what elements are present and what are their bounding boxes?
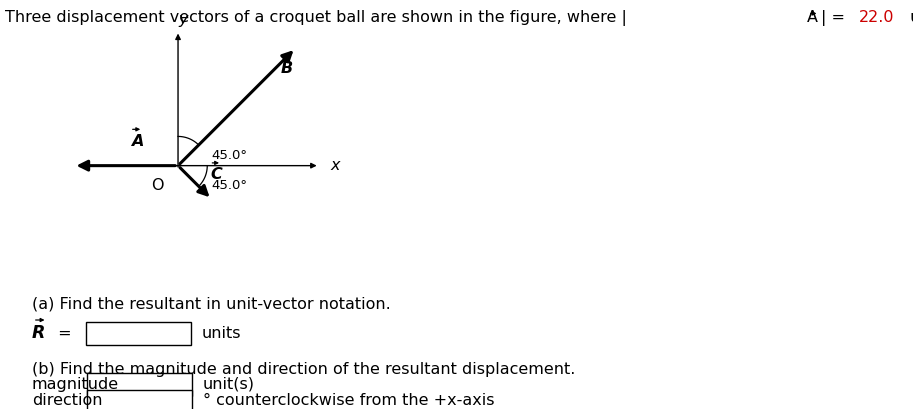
Bar (87, 389, 192, 409)
Text: magnitude: magnitude (32, 377, 119, 392)
Text: 45.0°: 45.0° (212, 179, 247, 192)
Text: units: units (202, 326, 241, 341)
Text: | =: | = (821, 10, 850, 26)
Text: A: A (131, 134, 143, 148)
Text: Three displacement vectors of a croquet ball are shown in the figure, where |: Three displacement vectors of a croquet … (5, 10, 626, 26)
Text: A: A (807, 10, 818, 25)
Text: direction: direction (32, 393, 102, 408)
Text: =: = (53, 326, 71, 341)
Text: y: y (179, 11, 188, 27)
Text: (a) Find the resultant in unit-vector notation.: (a) Find the resultant in unit-vector no… (32, 297, 391, 312)
Bar (86, 322, 191, 344)
Text: R: R (32, 324, 46, 342)
Text: C: C (210, 167, 222, 182)
Text: O: O (151, 178, 163, 193)
Text: 22.0: 22.0 (859, 10, 894, 25)
Text: B: B (280, 61, 292, 76)
Text: (b) Find the magnitude and direction of the resultant displacement.: (b) Find the magnitude and direction of … (32, 362, 575, 377)
Text: x: x (331, 158, 340, 173)
Text: unit(s): unit(s) (203, 377, 255, 392)
Text: ° counterclockwise from the +x-axis: ° counterclockwise from the +x-axis (203, 393, 494, 408)
Bar (87, 373, 192, 396)
Text: 45.0°: 45.0° (212, 149, 247, 162)
Text: units, |: units, | (905, 10, 913, 26)
